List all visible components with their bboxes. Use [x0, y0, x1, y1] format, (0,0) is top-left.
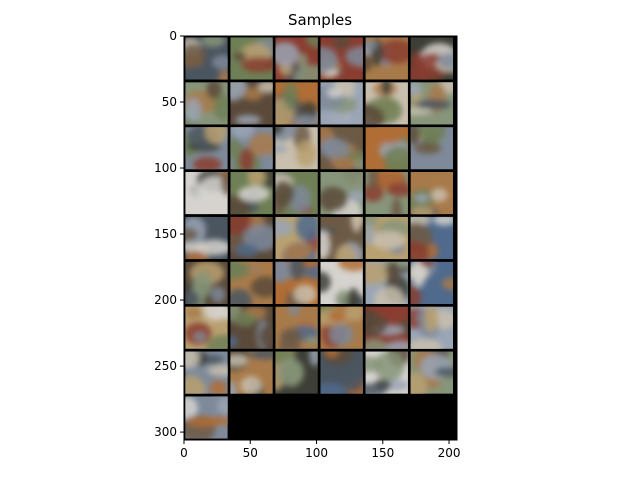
sample-image: [229, 395, 274, 440]
sample-image: [275, 261, 318, 305]
sample-image: [275, 216, 318, 260]
x-tick-label: 0: [180, 446, 188, 460]
sample-image: [320, 261, 363, 305]
y-tick-label: 100: [154, 161, 177, 175]
sample-image: [230, 127, 273, 170]
sample-image: [185, 351, 228, 394]
sample-image: [410, 261, 454, 305]
sample-image: [185, 306, 228, 349]
sample-image: [185, 127, 228, 170]
sample-image: [365, 216, 408, 260]
sample-image: [365, 37, 408, 80]
sample-image: [230, 261, 273, 305]
y-tick-label: 200: [154, 293, 177, 307]
sample-image: [320, 37, 363, 80]
sample-image: [230, 351, 273, 394]
y-axis: 0 50 100 150 200 250 300: [154, 29, 184, 439]
sample-image: [275, 82, 318, 125]
y-tick-label: 150: [154, 227, 177, 241]
axes-frame: [183, 35, 458, 441]
sample-image: [275, 171, 318, 215]
sample-image: [230, 82, 273, 125]
sample-image: [275, 306, 318, 349]
sample-image: [320, 306, 363, 349]
sample-image: [364, 395, 409, 440]
sample-image: [320, 216, 363, 260]
sample-image: [410, 37, 454, 80]
sample-image: [410, 127, 454, 170]
sample-image: [230, 216, 273, 260]
sample-image: [365, 171, 408, 215]
sample-image: [185, 216, 228, 260]
y-tick-label: 250: [154, 359, 177, 373]
x-tick-label: 50: [243, 446, 258, 460]
sample-image: [230, 171, 273, 215]
sample-image: [365, 261, 408, 305]
sample-image: [365, 127, 408, 170]
sample-image: [275, 37, 318, 80]
sample-image: [230, 37, 273, 80]
sample-image: [230, 306, 273, 349]
sample-image: [274, 395, 319, 440]
sample-image: [275, 351, 318, 394]
sample-image: [319, 395, 364, 440]
x-tick-label: 100: [305, 446, 328, 460]
sample-image: [185, 82, 228, 125]
sample-image: [320, 127, 363, 170]
y-tick-label: 300: [154, 425, 177, 439]
plot-title: Samples: [287, 11, 353, 29]
sample-image: [410, 216, 454, 260]
sample-image: [410, 351, 454, 394]
sample-image: [275, 127, 318, 170]
sample-image: [365, 306, 408, 349]
sample-image: [320, 82, 363, 125]
sample-image: [185, 261, 228, 305]
y-tick-label: 0: [169, 29, 177, 43]
x-axis: 0 50 100 150 200: [180, 440, 461, 460]
x-tick-label: 150: [371, 446, 394, 460]
sample-image: [185, 37, 228, 80]
sample-image: [185, 396, 228, 439]
sample-image: [410, 306, 454, 349]
y-tick-label: 50: [162, 95, 177, 109]
sample-image: [320, 171, 363, 215]
sample-image: [365, 351, 408, 394]
sample-image: [320, 351, 363, 394]
sample-image: [409, 395, 455, 440]
sample-grid: [184, 36, 457, 440]
sample-image: [410, 171, 454, 215]
sample-image: [410, 82, 454, 125]
sample-image: [185, 171, 228, 215]
x-tick-label: 200: [438, 446, 461, 460]
sample-image: [365, 82, 408, 125]
